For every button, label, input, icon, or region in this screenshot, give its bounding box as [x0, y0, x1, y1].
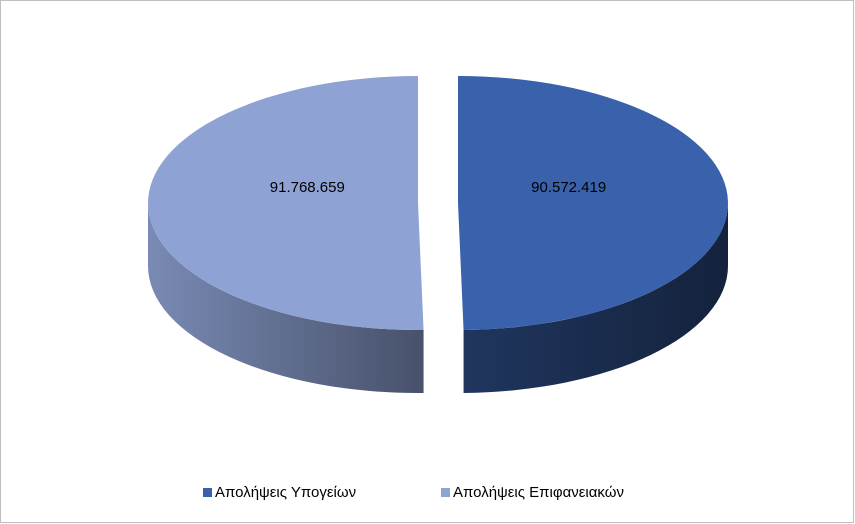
- pie-slice: [457, 76, 728, 330]
- slice-side: [148, 203, 424, 393]
- legend-label: Απολήψεις Επιφανειακών: [453, 484, 624, 501]
- slice-side: [463, 203, 728, 393]
- legend-label: Απολήψεις Υπογείων: [215, 484, 356, 501]
- pie-slice: [147, 76, 424, 331]
- data-label: 91.768.659: [270, 179, 345, 196]
- data-label: 90.572.419: [531, 179, 606, 196]
- legend-swatch: [203, 488, 212, 497]
- legend-swatch: [441, 488, 450, 497]
